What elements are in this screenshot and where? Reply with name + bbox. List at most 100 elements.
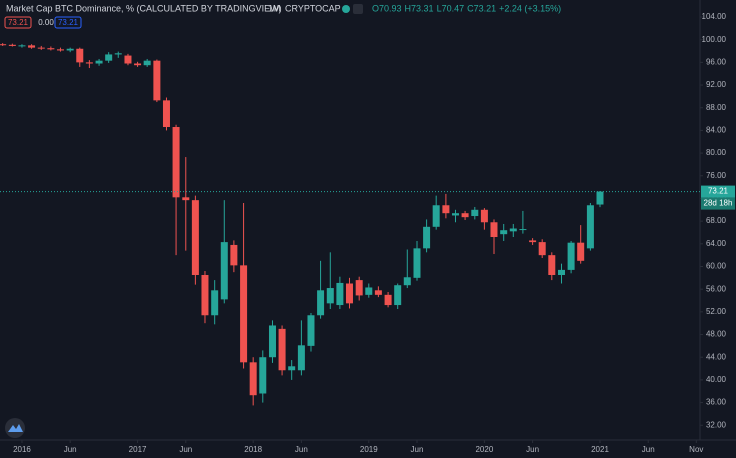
candle-body [403,277,411,286]
x-tick-label: 2017 [129,445,147,454]
candle-body [538,242,546,256]
candle-body [124,55,132,64]
candle-body [191,200,199,275]
candle-body [211,290,219,316]
candle-body [18,45,26,47]
status-values: O70.93 H73.31 L70.47 C73.21 +2.24 (+3.15%) [372,3,561,13]
badge [4,16,32,29]
candle-body [451,213,459,216]
candle-body [240,265,248,363]
candle-body [268,325,276,358]
candle-body [76,48,84,63]
candle-body [143,60,151,66]
badge [54,16,82,29]
x-tick-label: Jun [64,445,77,454]
y-tick-label: 92.00 [706,80,727,89]
x-tick-label: 2020 [475,445,493,454]
x-tick-label: Jun [295,445,308,454]
badge-text: 73.21 [58,18,79,27]
status-dot [342,5,350,13]
candle-body [249,362,257,396]
candle-body [317,290,325,316]
candle-body [47,48,55,50]
y-tick-label: 80.00 [706,148,727,157]
candle-body [0,44,7,46]
candle-body [567,242,575,270]
x-tick-label: 2019 [360,445,378,454]
candle-body [432,205,440,227]
candle-body [558,269,566,275]
status-value: +2.24 (+3.15%) [499,3,561,13]
hide-button[interactable] [353,4,363,14]
price-label-box [701,185,735,198]
candle-body [220,242,228,300]
x-tick-label: Jun [642,445,655,454]
candle-body [95,60,103,64]
candle-body [586,205,594,249]
y-tick-label: 68.00 [706,216,727,225]
x-tick-label: 2016 [13,445,31,454]
symbol: CRYPTOCAP [285,3,341,13]
candle-body [394,285,402,306]
candle-body [259,357,267,394]
candle-body [307,315,315,346]
candle-body [114,53,122,55]
x-tick-label: Jun [526,445,539,454]
candle-body [413,248,421,278]
candle-body [336,282,344,306]
candle-body [471,209,479,217]
badge-text: 73.21 [8,18,29,27]
status-value: L70.47 [437,3,465,13]
candle-body [288,366,296,371]
candle-body [480,209,488,223]
status-value: C73.21 [467,3,496,13]
x-tick-label: Jun [179,445,192,454]
candle-body [172,127,180,198]
x-tick-label: Jun [411,445,424,454]
badge-text: 0.00 [38,18,54,27]
candle-body [326,288,334,304]
candle-body [105,54,113,61]
candle-body [230,244,238,266]
candle-body [596,191,604,205]
y-tick-label: 48.00 [706,330,727,339]
y-tick-label: 100.00 [702,35,727,44]
candle-body [201,275,209,316]
price-label: 73.21 [708,187,729,196]
candle-body [182,197,190,201]
y-tick-label: 88.00 [706,103,727,112]
candle-body [345,283,353,304]
y-tick-label: 60.00 [706,262,727,271]
candle-body [423,226,431,249]
candle-body [519,229,527,231]
y-tick-label: 36.00 [706,398,727,407]
candle-body [66,48,74,51]
y-tick-label: 84.00 [706,126,727,135]
candle-body [278,328,286,371]
candle-body [162,100,170,128]
candle-body [500,230,508,235]
candle-body [37,47,45,49]
countdown-box [701,197,735,210]
y-tick-label: 64.00 [706,239,727,248]
candle-body [365,287,373,295]
candle-body [8,44,16,46]
candle-body [355,280,363,296]
candle-body [56,49,64,51]
y-tick-label: 76.00 [706,171,727,180]
chart-title: Market Cap BTC Dominance, % (CALCULATED … [6,3,282,13]
candle-body [529,240,537,243]
candle-body [297,345,305,371]
candle-body [461,213,469,218]
candle-body [153,60,161,101]
logo[interactable] [5,418,25,438]
y-tick-label: 32.00 [706,420,727,429]
y-tick-label: 104.00 [702,12,727,21]
candle-body [548,255,556,275]
candle-body [134,63,142,66]
status-value: H73.31 [405,3,434,13]
candle-body [374,290,382,295]
candle-body [577,242,585,261]
